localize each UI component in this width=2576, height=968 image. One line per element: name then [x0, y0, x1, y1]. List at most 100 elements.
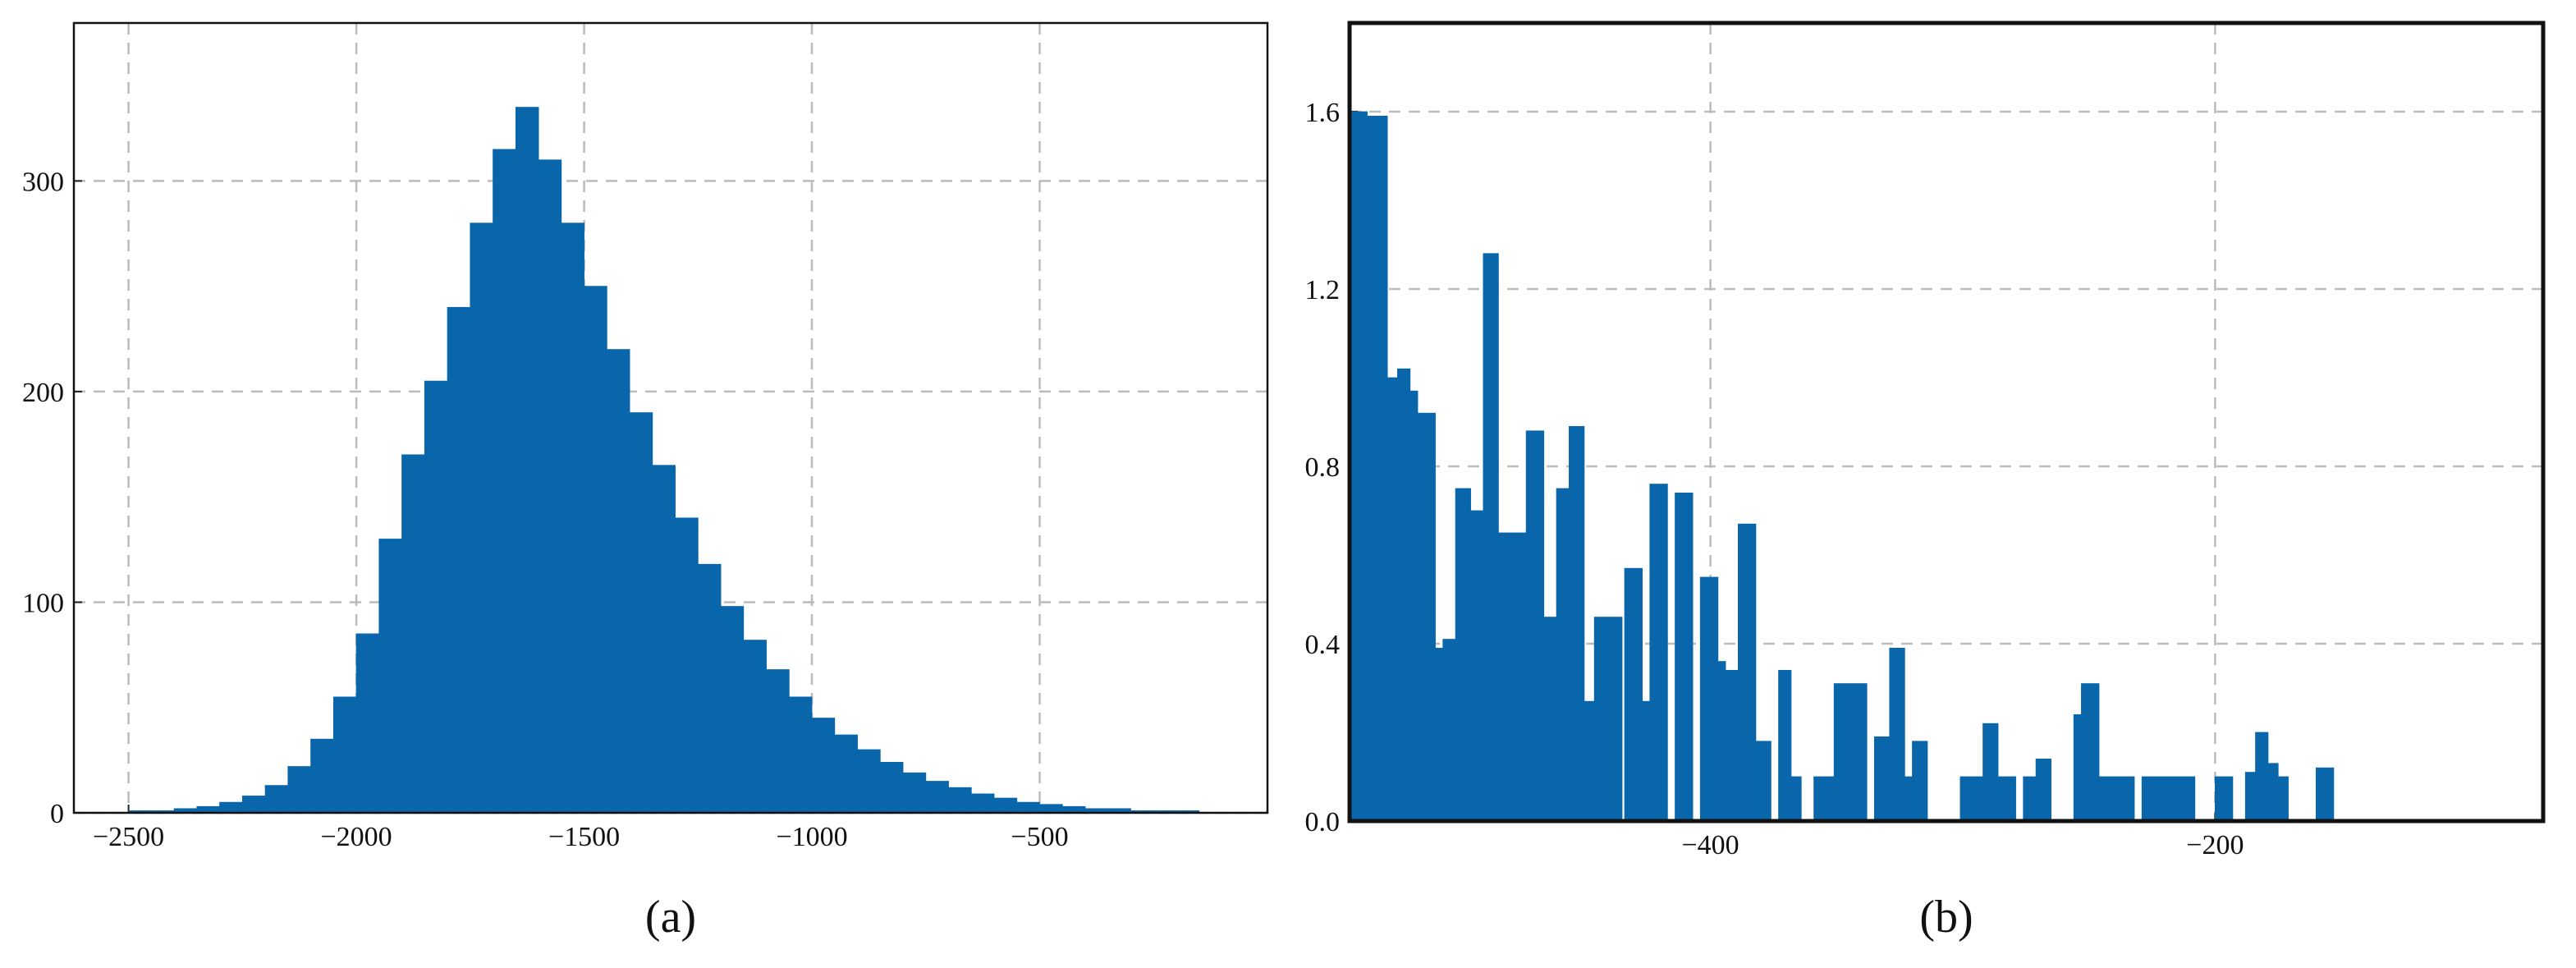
histogram-bar: [2267, 763, 2279, 822]
histogram-bar: [766, 669, 790, 814]
histogram-bar: [1593, 617, 1623, 822]
histogram-bar: [1790, 776, 1802, 822]
histogram-bar: [1525, 430, 1545, 822]
histogram-bar: [675, 517, 699, 814]
histogram-bar: [606, 349, 630, 814]
histogram-bar: [1584, 700, 1595, 822]
histogram-bar: [1569, 426, 1585, 822]
y-tick-label: 0.4: [1305, 630, 1341, 660]
histogram-bar: [2315, 767, 2335, 822]
x-tick-label: −400: [1681, 830, 1739, 860]
histogram-bar: [879, 762, 904, 814]
plot-frame: [1347, 21, 2546, 823]
histogram-bar: [1960, 776, 1983, 822]
histogram-bar: [720, 606, 745, 814]
x-tick-label: −500: [1011, 822, 1068, 852]
histogram-bar: [811, 718, 836, 814]
histogram-bar: [515, 107, 539, 814]
histogram-bar: [1483, 253, 1499, 822]
histogram-bar: [1417, 412, 1436, 822]
histogram-bar: [1556, 488, 1570, 822]
histogram-bar: [2035, 759, 2051, 822]
panel-title: (b): [1919, 892, 1973, 943]
y-tick-label: 0: [50, 799, 64, 829]
histogram-bar: [241, 796, 266, 814]
histogram-bar: [332, 696, 357, 814]
x-tick-label: −200: [2186, 830, 2244, 860]
histogram-bar: [652, 465, 676, 814]
histogram-bar: [264, 785, 289, 814]
histogram-bar: [424, 380, 448, 814]
histogram-bar: [1624, 567, 1643, 822]
histogram-bar: [561, 223, 584, 814]
histogram-bar: [2141, 776, 2170, 822]
histogram-bar: [1349, 111, 1368, 822]
histogram-bar: [948, 787, 972, 814]
histogram-bar: [447, 306, 471, 814]
y-tick-label: 300: [22, 167, 64, 197]
histogram-bar: [1737, 523, 1757, 822]
histogram-bar: [1813, 776, 1835, 822]
y-tick-label: 1.2: [1305, 275, 1341, 305]
histogram-bar: [1912, 741, 1928, 822]
histogram-bar: [1543, 617, 1557, 822]
histogram-bar: [1889, 648, 1905, 822]
histogram-bar: [1642, 700, 1651, 822]
panel-title: (a): [645, 892, 696, 943]
histogram-bar: [378, 539, 402, 814]
histogram-bar: [925, 781, 949, 814]
histogram-bar: [2169, 776, 2196, 822]
histogram-bar: [2081, 683, 2100, 822]
histogram-bar: [2114, 776, 2135, 822]
histogram-bar: [629, 412, 653, 814]
histogram-bar: [1649, 484, 1668, 822]
histogram-bar: [2098, 776, 2115, 822]
histogram-bar: [1016, 801, 1040, 814]
histogram-bar: [355, 633, 380, 814]
histogram-bar: [1699, 576, 1719, 822]
histogram-bar: [1904, 776, 1913, 822]
y-tick-label: 1.6: [1305, 98, 1341, 128]
y-tick-label: 100: [22, 588, 64, 618]
histogram-bar: [857, 749, 881, 814]
histogram-bar: [902, 772, 927, 814]
x-tick-label: −2500: [93, 822, 164, 852]
histogram-bar: [219, 801, 243, 814]
histogram-bar: [2255, 732, 2269, 822]
histogram-bar: [1367, 115, 1388, 822]
y-tick-label: 200: [22, 378, 64, 408]
x-tick-label: −1500: [548, 822, 620, 852]
histogram-bar: [2244, 772, 2256, 822]
histogram-bar: [993, 797, 1018, 814]
histogram-bar: [2023, 776, 2037, 822]
histogram-bar: [1397, 368, 1411, 822]
histogram-bar: [1982, 723, 1999, 822]
histogram-bar: [1455, 488, 1471, 822]
histogram-bar: [287, 766, 311, 814]
x-tick-label: −2000: [320, 822, 392, 852]
histogram-bar: [1717, 661, 1726, 822]
histogram-bar: [1833, 683, 1868, 822]
histogram-bar: [493, 149, 516, 814]
histogram-bar: [1470, 510, 1484, 822]
histogram-bar: [1039, 804, 1063, 814]
histogram-bar: [538, 159, 562, 814]
histogram-bar: [1725, 670, 1739, 822]
histogram-bar: [2214, 776, 2234, 822]
histogram-bar: [1497, 532, 1527, 822]
histogram-bar: [584, 286, 607, 814]
histogram-bar: [1755, 741, 1772, 822]
histogram-bar: [834, 734, 858, 814]
histogram-bar: [310, 738, 334, 814]
histogram-bar: [1997, 776, 2016, 822]
histogram-bar: [2073, 714, 2082, 822]
plot-frame: [72, 21, 1269, 814]
histogram-bar: [1675, 493, 1694, 822]
histogram-bar: [2277, 776, 2289, 822]
histogram-bar: [1442, 639, 1456, 822]
histogram-bar: [970, 793, 995, 814]
histogram-bar: [1778, 670, 1792, 822]
histogram-bar: [1387, 377, 1398, 822]
histogram-bar: [401, 454, 425, 814]
